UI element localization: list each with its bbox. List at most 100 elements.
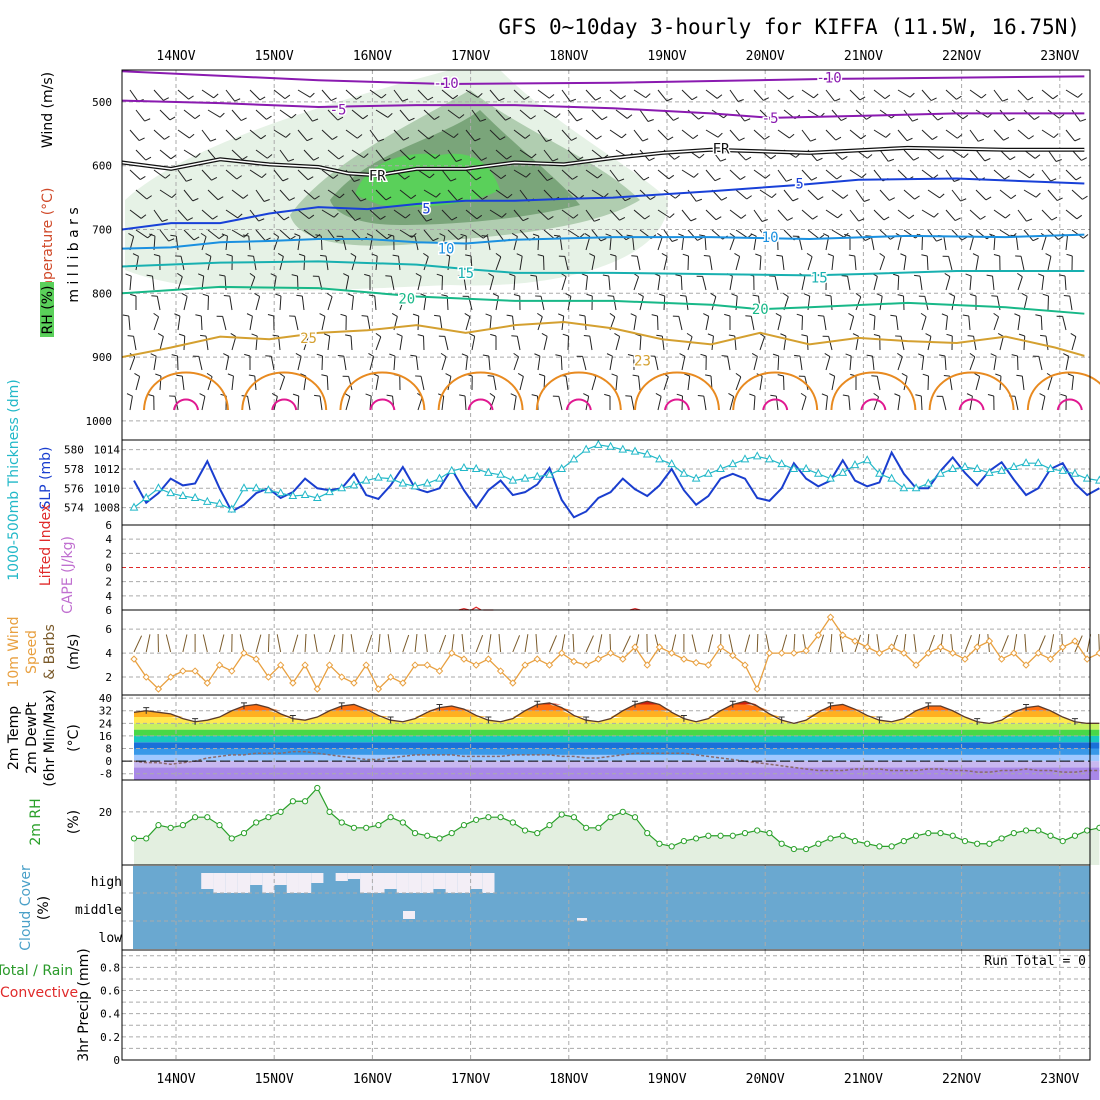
barb-flag [168, 238, 175, 242]
wind-barb [178, 333, 186, 351]
barb-shaft [897, 89, 911, 98]
barb-flag [1026, 218, 1033, 222]
wind-barb [537, 89, 555, 99]
rh2m-point [888, 843, 895, 850]
barb-flag [457, 274, 464, 277]
barb-flag [651, 314, 658, 317]
wind-barb [562, 333, 569, 351]
wind-barb [607, 295, 617, 311]
barb-flag [827, 253, 834, 257]
barb-shaft [222, 316, 227, 331]
wind-barb [949, 293, 956, 311]
wind-barb [873, 89, 891, 100]
barb-shaft [897, 236, 902, 251]
wind-barb [753, 169, 771, 179]
barb-flag [577, 156, 584, 161]
barb-flag [475, 176, 482, 181]
wind-barb [153, 169, 171, 179]
barb-shaft [345, 89, 357, 100]
wind-barb [1018, 333, 1026, 351]
wind10m-barbs [133, 633, 1100, 653]
wind10m-speed-point [973, 643, 981, 651]
barb-shaft [639, 296, 644, 311]
barb-shaft [231, 109, 242, 121]
barb-flag [537, 312, 543, 318]
wind-barb [777, 169, 793, 182]
barb-shaft [561, 169, 573, 180]
barb-shaft [129, 89, 139, 102]
rh2m-point [240, 830, 248, 837]
barb-flag [844, 233, 851, 237]
cloud-gap-high [433, 873, 446, 889]
barb-shaft [321, 169, 334, 179]
wind-barb [130, 293, 137, 310]
cloud-gap-high [457, 873, 471, 893]
thickness-point [386, 473, 395, 482]
barb-shaft [198, 356, 203, 371]
wind-barb [465, 89, 483, 98]
wind-barb [199, 393, 206, 411]
wind-barb [375, 189, 392, 201]
wind-barb [1035, 314, 1043, 331]
barb-flag [482, 354, 489, 357]
barb-shaft [1041, 89, 1054, 100]
rh2m-point [790, 845, 797, 853]
temp-tick: 32 [99, 705, 112, 718]
barb-shaft [465, 169, 477, 181]
wind-barb [159, 109, 176, 121]
barb-flag [915, 394, 922, 397]
barb-flag [1055, 158, 1062, 162]
wind-barb [687, 229, 703, 241]
temp-minmax-mark [778, 716, 785, 724]
wind-barb [561, 169, 578, 180]
barb-flag [433, 115, 440, 120]
wind-barb [927, 189, 945, 199]
barb-shaft [903, 256, 907, 271]
barb-shaft [657, 129, 669, 141]
rh2m-point [143, 835, 150, 842]
wind-barb [1040, 334, 1049, 351]
wind-barb [327, 109, 344, 121]
barb-flag [914, 274, 921, 277]
barb-shaft [1017, 169, 1030, 179]
thickness-point [801, 463, 811, 472]
barb-shaft [636, 256, 641, 271]
contour-label: 23 [634, 353, 651, 369]
wind-barb [901, 373, 908, 391]
barb-flag [669, 213, 675, 218]
barb-shaft [951, 149, 965, 159]
barb-shaft [441, 89, 454, 100]
wind10m-barb [830, 634, 833, 653]
rh2m-point [644, 830, 651, 837]
wind10m-barb [744, 634, 751, 653]
wind-barb [631, 255, 641, 271]
thickness-point [398, 478, 408, 487]
rh2m-point [1047, 832, 1054, 839]
barb-shaft [1071, 189, 1083, 200]
barb-flag [570, 98, 577, 102]
barb-shaft [471, 229, 484, 239]
wind-barb [697, 394, 707, 411]
wind-barb [855, 292, 862, 311]
barb-shaft [1065, 356, 1070, 371]
wind-barb [399, 189, 417, 200]
thickness-point [728, 459, 738, 468]
barb-flag [1074, 138, 1081, 142]
barb-flag [128, 232, 134, 237]
wind-barb [801, 89, 819, 99]
temp-minmax-mark [925, 702, 932, 710]
wind-barb [750, 233, 757, 251]
wind-barb [412, 313, 420, 331]
wind-barb [777, 374, 785, 391]
barb-flag [338, 155, 344, 160]
slp-tick: 1010 [94, 482, 121, 495]
warm-contour [634, 371, 720, 411]
barb-shaft [177, 89, 189, 100]
wind-barb [705, 89, 723, 99]
barb-flag [618, 178, 625, 182]
rh2m-point [253, 819, 260, 826]
wind10m-barb [1024, 634, 1027, 653]
wind10m-speed-point [594, 655, 603, 663]
barb-flag [308, 214, 315, 220]
wind10m-speed-point [338, 673, 346, 681]
